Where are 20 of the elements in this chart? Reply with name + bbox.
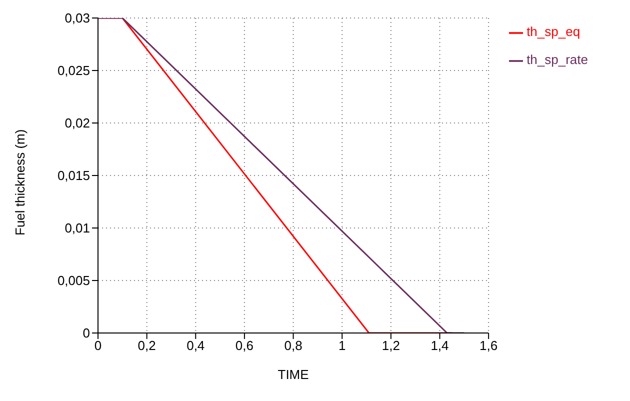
y-tick-label: 0,02 [64,116,90,131]
legend-label: th_sp_eq [526,24,580,39]
x-tick-label: 1,2 [382,338,400,354]
x-tick-label: 0,6 [235,338,254,354]
y-axis-title: Fuel thickness (m) [12,129,28,236]
x-axis-title: TIME [278,367,310,382]
y-tick-label: 0,01 [64,220,90,236]
y-tick-label: 0,03 [64,10,90,26]
x-tick-label: 1,6 [480,338,498,354]
x-tick-label: 0 [94,338,102,354]
y-tick-label: 0,025 [57,63,90,78]
y-tick-label: 0,015 [57,168,90,184]
x-tick-label: 1,4 [430,338,449,354]
legend-label: th_sp_rate [526,52,588,67]
y-tick-label: 0,005 [57,273,90,288]
x-tick-label: 0,2 [138,338,156,354]
x-tick-label: 0,4 [186,338,205,354]
x-tick-label: 0,8 [284,338,302,354]
x-tick-label: 1 [338,338,346,354]
y-tick-label: 0 [82,326,90,341]
